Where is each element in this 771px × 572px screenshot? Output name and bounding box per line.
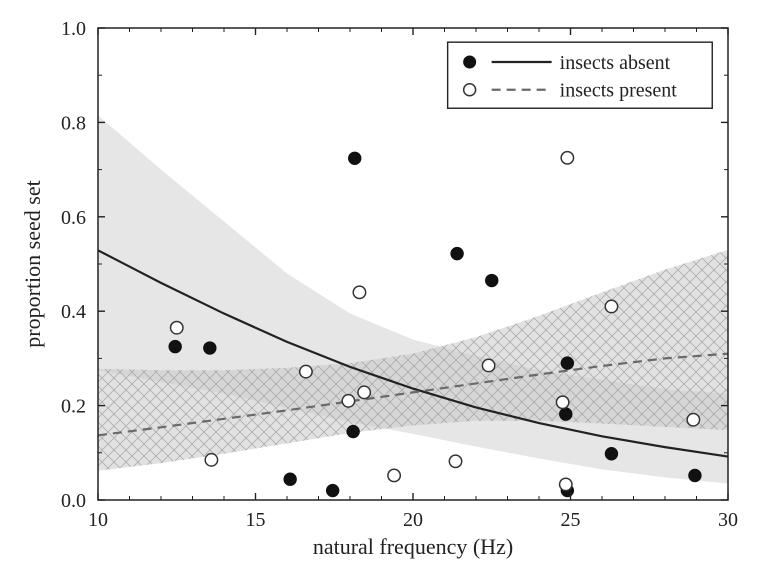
y-tick-label: 0.4 [61, 301, 86, 323]
y-tick-label: 0.0 [61, 490, 86, 512]
data-point-present [300, 365, 312, 377]
data-point-present [561, 152, 573, 164]
data-point-absent [561, 357, 573, 369]
data-point-absent [451, 247, 463, 259]
legend-marker-open [464, 84, 476, 96]
x-tick-label: 25 [561, 509, 581, 531]
y-axis-label: proportion seed set [20, 180, 45, 347]
y-tick-label: 0.2 [61, 396, 86, 418]
data-point-absent [349, 152, 361, 164]
data-point-present [687, 414, 699, 426]
data-point-present [482, 359, 494, 371]
data-point-present [342, 395, 354, 407]
data-point-present [605, 300, 617, 312]
data-point-absent [560, 408, 572, 420]
y-tick-label: 0.6 [61, 207, 86, 229]
data-point-absent [486, 274, 498, 286]
y-tick-label: 0.8 [61, 112, 86, 134]
data-point-present [358, 386, 370, 398]
legend: insects absent insects present [448, 42, 713, 108]
data-point-present [171, 322, 183, 334]
data-point-present [205, 454, 217, 466]
data-point-absent [689, 469, 701, 481]
data-point-present [556, 396, 568, 408]
data-point-absent [347, 425, 359, 437]
x-tick-label: 20 [403, 509, 423, 531]
data-point-absent [169, 340, 181, 352]
data-point-present [388, 469, 400, 481]
legend-marker-filled [464, 56, 476, 68]
data-point-present [449, 455, 461, 467]
x-tick-label: 15 [246, 509, 266, 531]
x-axis-label: natural frequency (Hz) [313, 534, 513, 559]
x-tick-label: 30 [718, 509, 738, 531]
data-point-absent [605, 448, 617, 460]
data-point-present [353, 286, 365, 298]
x-tick-label: 10 [88, 509, 108, 531]
data-point-absent [326, 484, 338, 496]
y-tick-label: 1.0 [61, 18, 86, 40]
data-point-absent [204, 342, 216, 354]
data-point-present [560, 478, 572, 490]
data-point-absent [284, 473, 296, 485]
chart-container: 10 15 20 25 30 0.0 0.2 0.4 0.6 0.8 1.0 natural fre… [0, 0, 771, 572]
chart-svg: 10 15 20 25 30 0.0 0.2 0.4 0.6 0.8 1.0 natural fre… [0, 0, 771, 572]
legend-label: insects present [560, 80, 678, 102]
legend-label: insects absent [560, 52, 671, 74]
